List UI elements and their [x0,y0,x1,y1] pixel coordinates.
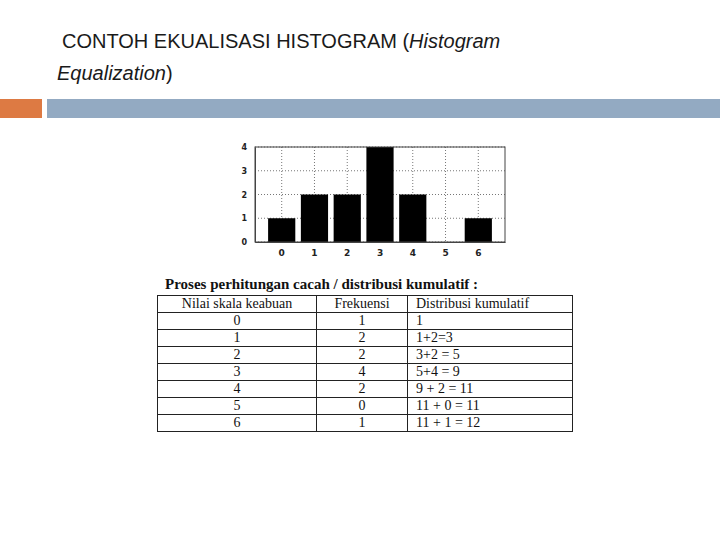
bar [465,218,492,242]
table-cell: 3+2 = 5 [408,347,573,364]
table-cell: 1 [158,330,317,347]
table-cell: 1+2=3 [408,330,573,347]
title-text: ) [166,62,173,84]
accent-block [0,99,42,118]
chart: 012340123456 [0,0,720,540]
bar [334,195,361,243]
table-cell: 1 [408,313,573,330]
title-line: CONTOH EKUALISASI HISTOGRAM (Histogram [62,30,500,53]
header-cell: Frekuensi [317,296,408,313]
table-cell: 5+4 = 9 [408,364,573,381]
tick-label: 6 [475,248,481,258]
accent-band [47,99,720,118]
table-cell: 1 [317,313,408,330]
tick-label: 4 [410,248,416,258]
tick: 1 [311,242,317,258]
table-caption: Proses perhitungan cacah / distribusi ku… [165,276,478,293]
x-axis: 0 1 2 3 4 5 6 [256,242,506,258]
bar [268,218,295,242]
table-row: 5011 + 0 = 11 [158,398,573,415]
table-cell: 11 + 1 = 12 [408,415,573,432]
table-row: 345+4 = 9 [158,364,573,381]
bars [268,147,492,242]
table-cell: 1 [317,415,408,432]
table-cell: 9 + 2 = 11 [408,381,573,398]
tick-label: 1 [311,248,317,258]
grid-line [445,147,446,242]
table-row: 223+2 = 5 [158,347,573,364]
table-cell: 2 [317,381,408,398]
tick: 2 [241,191,255,200]
bar [399,195,426,243]
tick: 4 [410,242,416,258]
tick: 1 [241,214,255,223]
header-cell: Distribusi kumulatif [408,296,573,313]
tick-label: 5 [442,248,448,258]
axis-line [255,148,256,243]
bar [366,147,393,242]
table-cell: 3 [158,364,317,381]
tick: 5 [442,242,448,258]
tick-label: 3 [377,248,383,258]
table-cell: 0 [158,313,317,330]
tick-label: 2 [344,248,350,258]
table-cell: 6 [158,415,317,432]
tick: 0 [241,238,255,247]
tick-label: 0 [279,248,285,258]
tick-label: 1 [241,214,247,223]
table-cell: 4 [158,381,317,398]
title-text: Equalization [57,62,166,84]
header-row: Nilai skala keabuanFrekuensiDistribusi k… [158,296,573,313]
tick: 0 [279,242,285,258]
table-cell: 2 [158,347,317,364]
tick: 3 [377,242,383,258]
title-text: Histogram [409,30,500,52]
tick: 6 [475,242,481,258]
plot-frame [255,147,505,242]
title-text: CONTOH EKUALISASI HISTOGRAM ( [62,30,409,52]
table-row: 6111 + 1 = 12 [158,415,573,432]
table-row: 121+2=3 [158,330,573,347]
table-cell: 11 + 0 = 11 [408,398,573,415]
bar [301,195,328,243]
tick-label: 0 [241,238,247,247]
y-axis: 0 1 2 3 4 [241,143,255,247]
slide: CONTOH EKUALISASI HISTOGRAM (Histogram Eq… [0,0,720,540]
tick: 3 [241,167,255,176]
tick: 2 [344,242,350,258]
axis-line [256,242,506,243]
plot-background [255,147,505,242]
table-cell: 2 [317,347,408,364]
tick-label: 4 [241,143,247,152]
table: Nilai skala keabuanFrekuensiDistribusi k… [157,295,573,432]
grid [255,147,505,242]
table-cell: 5 [158,398,317,415]
table-cell: 0 [317,398,408,415]
header-cell: Nilai skala keabuan [158,296,317,313]
title-line: Equalization) [57,62,173,85]
table-row: 429 + 2 = 11 [158,381,573,398]
tick: 4 [241,143,255,152]
tick-label: 2 [241,191,247,200]
tick-label: 3 [241,167,247,176]
table-cell: 2 [317,330,408,347]
table-cell: 4 [317,364,408,381]
table-row: 011 [158,313,573,330]
